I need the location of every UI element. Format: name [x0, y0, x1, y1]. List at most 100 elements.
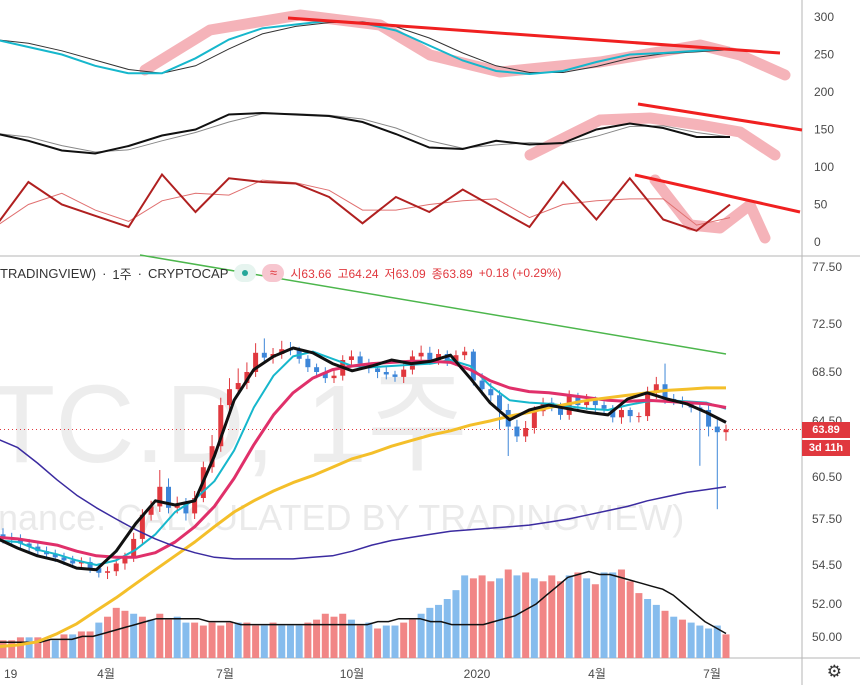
- candle-body: [531, 411, 537, 428]
- oscillator-line: [0, 19, 731, 76]
- volume-bar: [382, 625, 390, 658]
- candle-body: [70, 560, 76, 564]
- volume-bar: [173, 616, 181, 658]
- symbol-name[interactable]: TRADINGVIEW): [0, 265, 97, 281]
- candle-body: [26, 543, 32, 547]
- oscillator-axis-tick: 250: [814, 48, 834, 62]
- volume-bar: [330, 616, 338, 658]
- oscillator-line: [0, 111, 730, 155]
- volume-bar: [478, 575, 486, 658]
- last-price-tag: 63.89: [802, 422, 850, 438]
- volume-bar: [530, 578, 538, 658]
- volume-average-line: [0, 570, 727, 644]
- volume-bar: [156, 613, 164, 658]
- trendline-drawing: [637, 102, 803, 132]
- candle-body: [523, 428, 529, 437]
- candle-body: [479, 380, 485, 390]
- candle-body: [392, 374, 398, 377]
- oscillator-signal-line: [0, 179, 731, 226]
- price-pane: [0, 254, 802, 648]
- volume-bar: [617, 569, 625, 658]
- watermark-source: inance. CALCULATED BY TRADINGVIEW): [0, 497, 684, 538]
- source-label: CRYPTOCAP: [147, 265, 229, 281]
- moving-average-line: [0, 439, 727, 560]
- candle-body: [322, 372, 328, 379]
- volume-bar: [400, 622, 408, 658]
- oscillator-axis-tick: 150: [814, 123, 834, 137]
- oscillator-pane: [0, 9, 803, 244]
- candle-body: [192, 498, 198, 514]
- candle-body: [514, 426, 520, 437]
- time-axis-tick: 19: [4, 667, 18, 681]
- candle-body: [348, 356, 354, 360]
- approx-badge-icon[interactable]: ≈: [262, 264, 285, 282]
- candle-body: [610, 408, 616, 418]
- volume-bar: [95, 622, 103, 658]
- volume-bar: [34, 637, 42, 658]
- volume-bar: [138, 616, 146, 658]
- volume-bar: [635, 593, 643, 658]
- candle-body: [78, 561, 84, 564]
- candle-body: [636, 416, 642, 418]
- oscillator-line: [0, 172, 731, 232]
- volume-bar: [339, 613, 347, 658]
- volume-bar: [182, 622, 190, 658]
- symbol-legend[interactable]: TRADINGVIEW) · 1주 · CRYPTOCAP ≈ 시63.66 고…: [0, 264, 562, 282]
- candle-body: [601, 405, 607, 409]
- highlight-stroke: [139, 9, 791, 81]
- price-axis-tick: 54.50: [812, 558, 842, 572]
- volume-bar: [86, 631, 94, 658]
- volume-bar: [548, 575, 556, 658]
- volume-bar: [25, 637, 33, 658]
- settings-gear-icon[interactable]: ⚙: [826, 662, 842, 681]
- volume-bar: [435, 604, 443, 658]
- volume-bar: [600, 572, 608, 658]
- volume-bar: [286, 625, 294, 658]
- time-axis-tick: 4월: [588, 667, 606, 681]
- volume-bar: [225, 622, 233, 658]
- candle-body: [723, 429, 729, 433]
- candle-body: [331, 375, 337, 379]
- volume-bar: [609, 572, 617, 658]
- interval-label[interactable]: 1주: [112, 266, 132, 282]
- axes-layer: 30025020015010050077.5072.5068.5064.5060…: [4, 10, 842, 681]
- candle-body: [436, 354, 442, 360]
- oscillator-signal-line: [0, 21, 731, 74]
- oscillator-axis-tick: 200: [814, 85, 834, 99]
- candle-body: [96, 568, 102, 573]
- volume-bar: [461, 575, 469, 658]
- candle-body: [183, 503, 189, 514]
- moving-average-line: [0, 386, 726, 648]
- price-axis-tick: 77.50: [812, 260, 842, 274]
- candle-body: [105, 571, 111, 573]
- moving-average-line: [0, 359, 727, 559]
- candle-body: [427, 352, 433, 360]
- volume-bar: [278, 625, 286, 658]
- oscillator-axis-tick: 100: [814, 160, 834, 174]
- candle-body: [253, 352, 259, 372]
- candle-body: [557, 406, 563, 415]
- volume-bar: [722, 634, 730, 658]
- volume-bar: [260, 625, 268, 658]
- volume-bar: [661, 610, 669, 658]
- price-axis-tick: 72.50: [812, 317, 842, 331]
- time-axis-tick: 7월: [703, 667, 721, 681]
- volume-bar: [104, 616, 112, 658]
- high-value: 고64.24: [337, 266, 379, 281]
- candle-body: [584, 400, 590, 406]
- time-axis-tick: 2020: [464, 667, 491, 681]
- candle-body: [218, 405, 224, 447]
- candle-body: [314, 367, 320, 372]
- oscillator-axis-tick: 300: [814, 10, 834, 24]
- volume-bar: [591, 584, 599, 658]
- volume-bar: [504, 569, 512, 658]
- volume-bar: [43, 640, 51, 658]
- candle-body: [418, 352, 424, 357]
- volume-bar: [191, 622, 199, 658]
- volume-bar: [443, 599, 451, 658]
- moving-average-line: [0, 346, 727, 572]
- candle-body: [235, 383, 241, 390]
- volume-bar: [217, 625, 225, 658]
